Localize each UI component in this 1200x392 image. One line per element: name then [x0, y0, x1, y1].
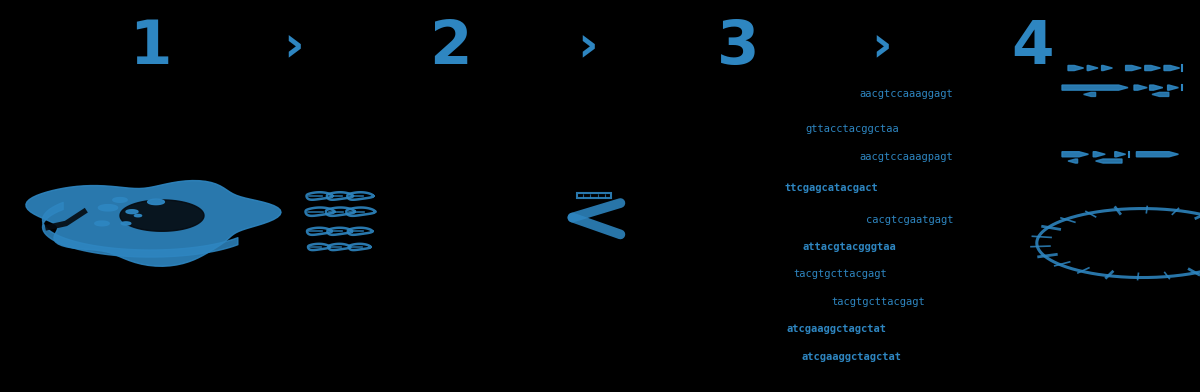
- Polygon shape: [1102, 65, 1112, 71]
- Polygon shape: [98, 205, 118, 211]
- Text: cacgtcgaatgagt: cacgtcgaatgagt: [866, 214, 953, 225]
- Text: gttacctacggctaa: gttacctacggctaa: [805, 124, 899, 134]
- Text: aacgtccaaaggagt: aacgtccaaaggagt: [859, 89, 953, 99]
- Text: ttcgagcatacgact: ttcgagcatacgact: [785, 183, 878, 193]
- Polygon shape: [1145, 65, 1160, 71]
- Polygon shape: [1134, 85, 1147, 90]
- Polygon shape: [1164, 65, 1180, 71]
- Text: tacgtgcttacgagt: tacgtgcttacgagt: [793, 269, 887, 279]
- Polygon shape: [1068, 65, 1084, 71]
- Polygon shape: [1084, 93, 1096, 96]
- Polygon shape: [1126, 65, 1141, 71]
- Polygon shape: [120, 200, 204, 231]
- Polygon shape: [1096, 159, 1122, 163]
- Polygon shape: [1115, 152, 1126, 157]
- Text: 4: 4: [1010, 18, 1054, 76]
- Polygon shape: [121, 222, 131, 225]
- Text: aacgtccaaagpagt: aacgtccaaagpagt: [859, 152, 953, 162]
- Text: atcgaaggctagctat: atcgaaggctagctat: [786, 324, 887, 334]
- Polygon shape: [1168, 85, 1178, 90]
- Text: attacgtacgggtaa: attacgtacgggtaa: [803, 242, 896, 252]
- Polygon shape: [95, 221, 109, 226]
- Text: 3: 3: [716, 18, 760, 76]
- Text: tacgtgcttacgagt: tacgtgcttacgagt: [832, 297, 925, 307]
- Text: ›: ›: [283, 23, 305, 71]
- Polygon shape: [1087, 65, 1098, 71]
- Polygon shape: [1150, 85, 1163, 90]
- Polygon shape: [1062, 85, 1128, 90]
- Polygon shape: [1062, 152, 1088, 157]
- Polygon shape: [1152, 93, 1169, 96]
- Text: 1: 1: [128, 18, 172, 76]
- Polygon shape: [148, 199, 164, 205]
- Polygon shape: [134, 214, 142, 217]
- Text: 2: 2: [428, 18, 472, 76]
- Polygon shape: [1136, 152, 1178, 157]
- Polygon shape: [1093, 152, 1105, 157]
- Polygon shape: [26, 181, 281, 266]
- Text: ›: ›: [871, 23, 893, 71]
- Polygon shape: [113, 198, 127, 202]
- Polygon shape: [1068, 159, 1078, 163]
- Polygon shape: [126, 210, 138, 214]
- Text: atcgaaggctagctat: atcgaaggctagctat: [802, 352, 902, 362]
- Text: ›: ›: [577, 23, 599, 71]
